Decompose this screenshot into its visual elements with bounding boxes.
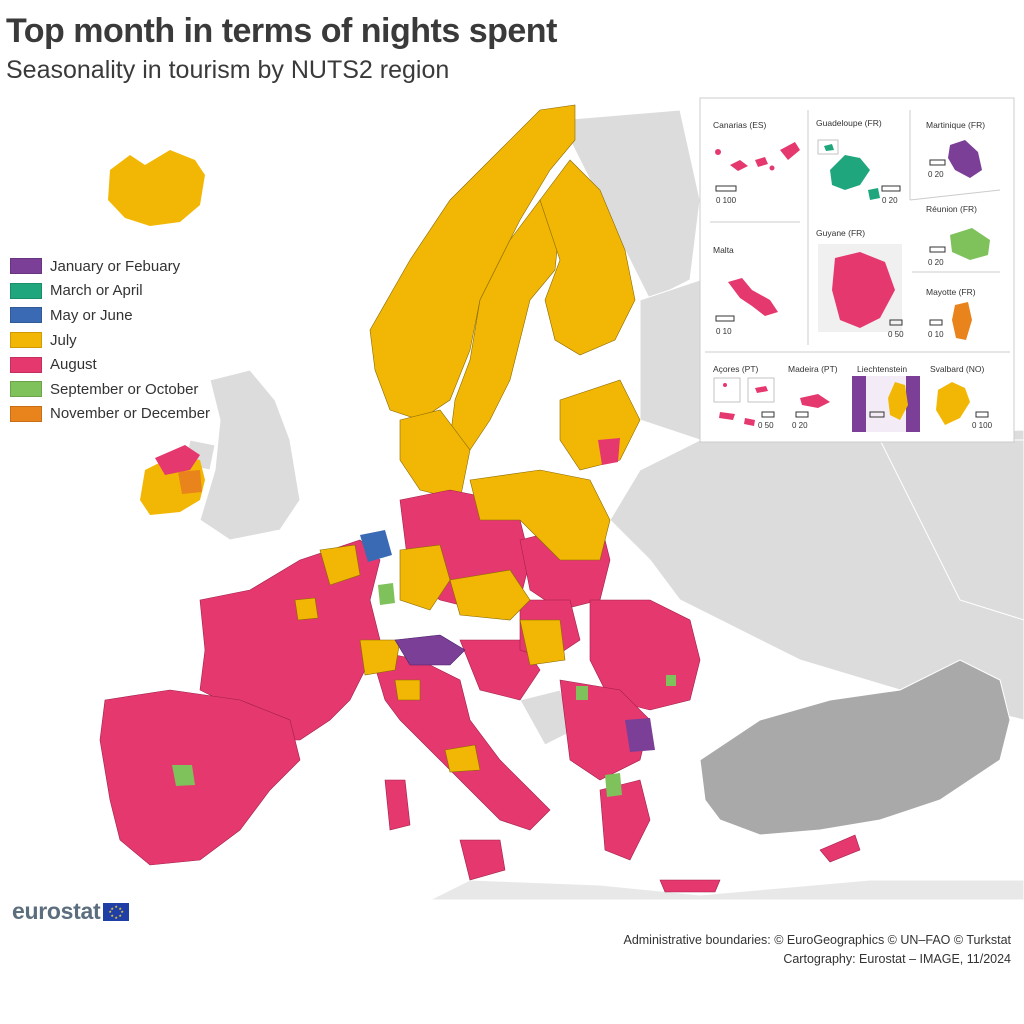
legend-swatch bbox=[10, 282, 42, 299]
inset-guadeloupe-shape bbox=[817, 139, 880, 200]
iceland-region bbox=[108, 150, 205, 226]
scale-canarias: 0 100 bbox=[716, 196, 737, 205]
inset-label-malta: Malta bbox=[713, 245, 734, 255]
inset-guyane-shape bbox=[832, 252, 895, 328]
credits-cartography: Cartography: Eurostat – IMAGE, 11/2024 bbox=[783, 952, 1011, 966]
inset-label-liechtenstein: Liechtenstein bbox=[857, 364, 907, 374]
inset-label-madeira: Madeira (PT) bbox=[788, 364, 838, 374]
legend-item-august: August bbox=[10, 352, 210, 377]
inset-madeira-shape bbox=[800, 394, 830, 408]
july-continental-regions bbox=[294, 469, 611, 773]
eurostat-logo: eurostat ★ ★ ★ ★ ★ ★ ★ ★ bbox=[12, 898, 130, 925]
non-eu-land bbox=[0, 109, 1024, 901]
legend-label: November or December bbox=[50, 405, 211, 423]
legend-label: January or Febuary bbox=[50, 257, 181, 275]
legend-item-jan-feb: January or Febuary bbox=[10, 254, 210, 279]
legend-swatch bbox=[10, 332, 42, 349]
scale-mayotte: 0 10 bbox=[928, 330, 944, 339]
map-title: Top month in terms of nights spent bbox=[6, 12, 557, 50]
legend-label: August bbox=[50, 356, 97, 374]
belgium-may-june bbox=[360, 530, 392, 562]
inset-label-mayotte: Mayotte (FR) bbox=[926, 287, 976, 297]
legend-label: May or June bbox=[50, 306, 133, 324]
inset-label-acores: Açores (PT) bbox=[713, 364, 759, 374]
germany-sep-oct bbox=[378, 583, 395, 605]
legend-swatch bbox=[10, 405, 42, 422]
scale-martinique: 0 20 bbox=[928, 170, 944, 179]
legend-item-sep-oct: September or October bbox=[10, 377, 210, 402]
scale-madeira: 0 20 bbox=[792, 421, 808, 430]
romania-sep-oct bbox=[666, 675, 676, 686]
legend-item-may-jun: May or June bbox=[10, 303, 210, 328]
map-legend: January or Febuary March or April May or… bbox=[10, 254, 210, 426]
map-subtitle: Seasonality in tourism by NUTS2 region bbox=[6, 56, 450, 84]
inset-label-svalbard: Svalbard (NO) bbox=[930, 364, 984, 374]
legend-swatch bbox=[10, 258, 42, 275]
lithuania-capital-august bbox=[598, 438, 620, 465]
legend-swatch bbox=[10, 356, 42, 373]
inset-malta-shape bbox=[728, 278, 778, 316]
ireland-east-nov-dec bbox=[178, 470, 202, 494]
legend-swatch bbox=[10, 307, 42, 324]
scale-malta: 0 10 bbox=[716, 327, 732, 336]
inset-label-guadeloupe: Guadeloupe (FR) bbox=[816, 118, 882, 128]
legend-label: July bbox=[50, 331, 77, 349]
credits: Administrative boundaries: © EuroGeograp… bbox=[623, 931, 1011, 969]
legend-item-mar-apr: March or April bbox=[10, 279, 210, 304]
bulgaria-jan-feb bbox=[625, 718, 655, 752]
scale-bars bbox=[715, 159, 989, 418]
inset-canarias-shape bbox=[715, 142, 800, 171]
legend-item-july: July bbox=[10, 328, 210, 353]
inset-acores-shape bbox=[713, 377, 775, 426]
scale-acores: 0 50 bbox=[758, 421, 774, 430]
spain-sep-oct bbox=[172, 765, 195, 786]
turkey-region bbox=[699, 659, 1011, 836]
legend-label: September or October bbox=[50, 380, 199, 398]
inset-label-martinique: Martinique (FR) bbox=[926, 120, 985, 130]
inset-svalbard-shape bbox=[936, 382, 970, 425]
inset-label-guyane: Guyane (FR) bbox=[816, 228, 865, 238]
inset-reunion-shape bbox=[950, 228, 990, 260]
serbia-sep-oct bbox=[576, 686, 588, 700]
logo-text: eurostat bbox=[12, 898, 101, 924]
inset-mayotte-shape bbox=[952, 302, 972, 340]
credits-boundaries: Administrative boundaries: © EuroGeograp… bbox=[623, 933, 1011, 947]
inset-label-reunion: Réunion (FR) bbox=[926, 204, 977, 214]
nordic-regions bbox=[369, 104, 641, 501]
greece-sep-oct bbox=[605, 773, 622, 797]
scale-reunion: 0 20 bbox=[928, 258, 944, 267]
legend-swatch bbox=[10, 381, 42, 398]
scale-guadeloupe: 0 20 bbox=[882, 196, 898, 205]
legend-item-nov-dec: November or December bbox=[10, 402, 210, 427]
inset-martinique-shape bbox=[948, 140, 982, 178]
alps-jan-feb bbox=[394, 634, 466, 666]
inset-label-canarias: Canarias (ES) bbox=[713, 120, 767, 130]
scale-svalbard: 0 100 bbox=[972, 421, 993, 430]
ireland-north-august bbox=[155, 445, 200, 475]
inset-liechtenstein-shape bbox=[888, 382, 908, 420]
scale-guyane: 0 50 bbox=[888, 330, 904, 339]
eu-flag-icon: ★ ★ ★ ★ ★ ★ ★ ★ bbox=[103, 902, 130, 921]
legend-label: March or April bbox=[50, 282, 143, 300]
